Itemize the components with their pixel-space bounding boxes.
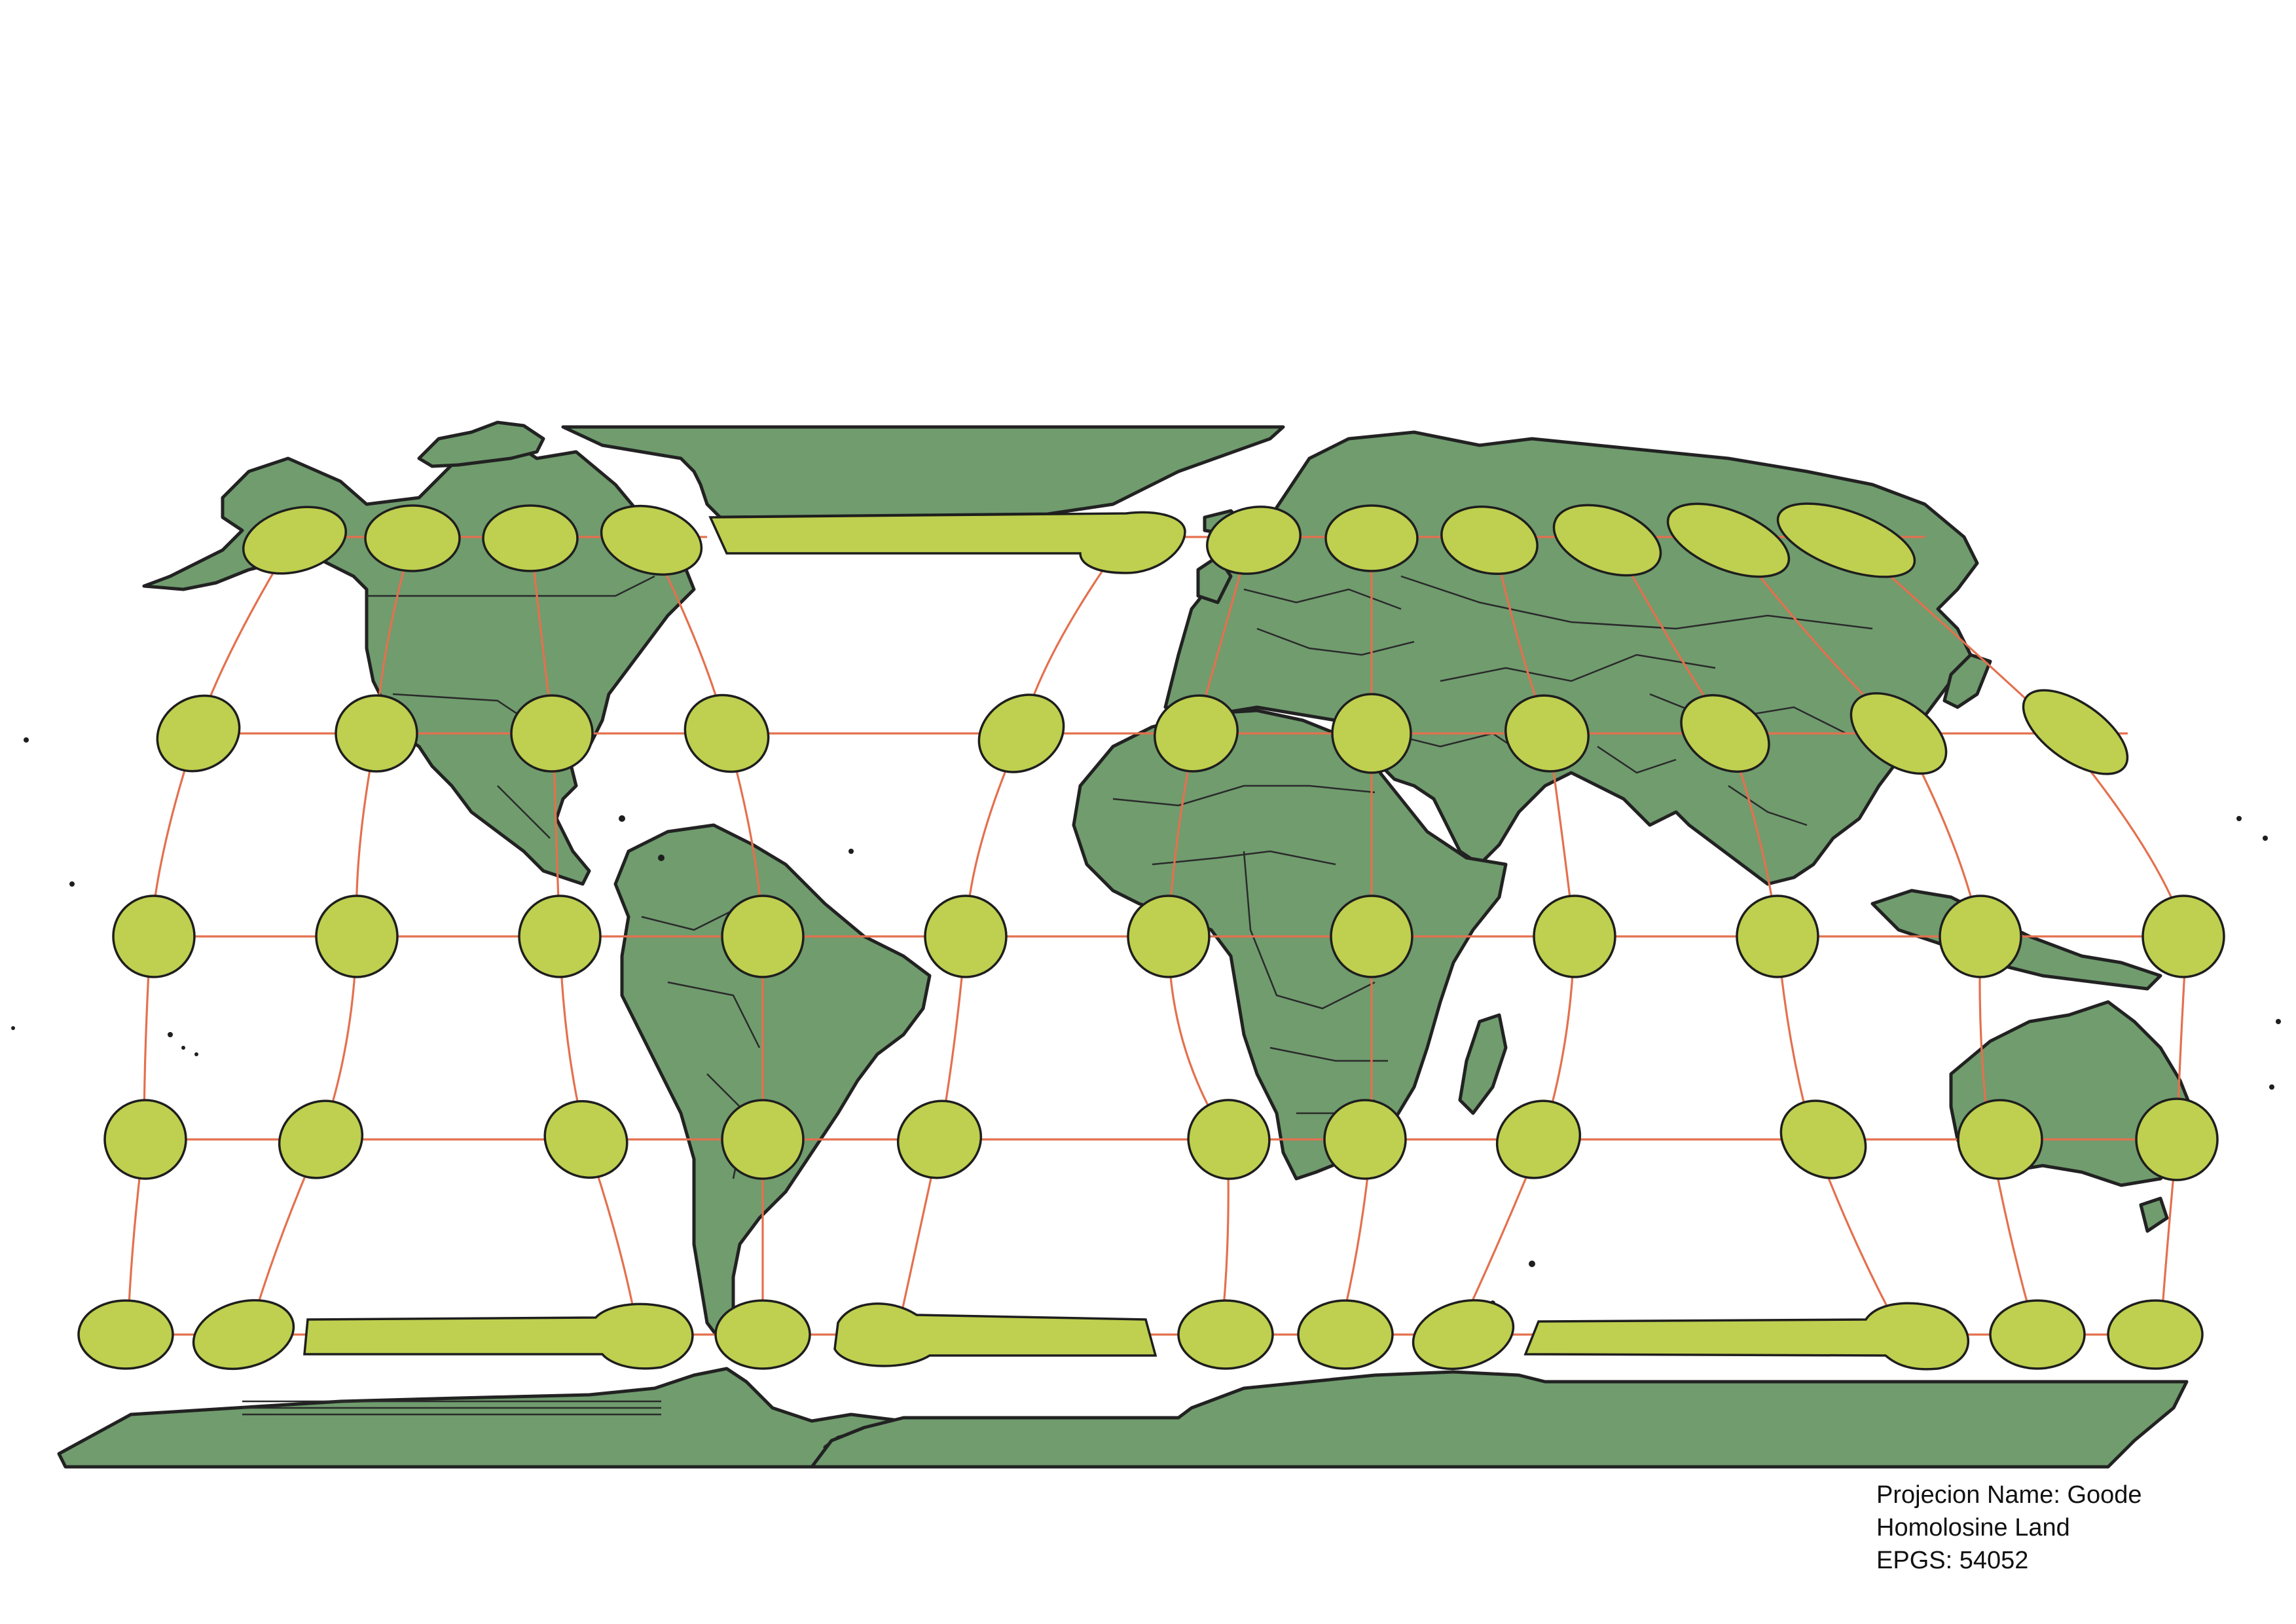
tissot-ellipse xyxy=(714,1299,811,1370)
tissot-ellipse xyxy=(1177,1299,1274,1370)
border-africa-3 xyxy=(1243,851,1376,1010)
land-madagascar xyxy=(1458,1013,1508,1115)
tissot-ellipse xyxy=(1850,692,1948,775)
land-antarctica-west xyxy=(57,1367,905,1469)
tissot-ellipse xyxy=(1324,504,1419,572)
tissot-ellipse xyxy=(156,694,241,773)
tissot-ellipse xyxy=(1297,1299,1394,1370)
tissot-ellipse xyxy=(600,504,703,576)
projection-legend: Projecion Name: Goode Homolosine Land EP… xyxy=(1876,1479,2142,1577)
legend-line-projection-type: Homolosine Land xyxy=(1876,1514,2070,1541)
island xyxy=(2236,816,2242,821)
tissot-ellipse xyxy=(112,895,196,978)
tissot-ellipse xyxy=(2022,689,2129,775)
tissot-ellipse xyxy=(721,895,805,978)
tissot-ellipse xyxy=(1989,1299,2086,1370)
tissot-ellipse xyxy=(518,895,602,978)
tissot-ellipse xyxy=(1666,502,1791,578)
tissot-ellipse-indian-band xyxy=(1523,1302,1969,1371)
tissot-ellipse xyxy=(77,1299,174,1370)
tissot-ellipse xyxy=(315,895,399,978)
border-africa-1 xyxy=(1112,784,1376,807)
tissot-ellipse xyxy=(1736,895,1819,978)
tissot-ellipse xyxy=(1323,1099,1407,1180)
tissot-ellipse-atlantic-band xyxy=(833,1302,1157,1367)
island xyxy=(181,1046,185,1050)
tissot-ellipse xyxy=(977,693,1065,773)
island xyxy=(69,881,75,887)
land-arctic-islands xyxy=(417,420,545,468)
tissot-ellipse xyxy=(192,1299,295,1371)
tissot-ellipse xyxy=(721,1099,805,1180)
tissot-ellipse xyxy=(1504,694,1590,773)
tissot-ellipse xyxy=(1331,693,1412,774)
tissot-ellipse xyxy=(510,694,594,773)
tissot-ellipse xyxy=(2135,1098,2219,1181)
antarctic-ice-line xyxy=(242,1400,661,1416)
island xyxy=(2276,1019,2281,1024)
tissot-ellipse xyxy=(1776,502,1916,578)
land-greenland xyxy=(561,425,1285,519)
border-india xyxy=(1597,745,1677,774)
land-new-zealand xyxy=(2139,1196,2169,1233)
tissot-ellipse xyxy=(1680,693,1770,773)
border-se-asia xyxy=(1728,784,1808,826)
tissot-ellipse xyxy=(482,504,579,572)
tissot-indicatrices xyxy=(77,502,2225,1371)
border-africa-4 xyxy=(1269,1046,1388,1062)
tissot-ellipse xyxy=(683,693,770,773)
land-south-america xyxy=(613,823,932,1357)
border-sa-2 xyxy=(667,981,761,1048)
border-central-asia xyxy=(1440,654,1716,682)
border-russia xyxy=(1400,575,1873,630)
island xyxy=(848,849,854,854)
island xyxy=(658,855,665,861)
tissot-ellipse xyxy=(1552,504,1662,577)
tissot-ellipse xyxy=(1187,1099,1271,1180)
tissot-ellipse xyxy=(1440,505,1539,576)
island xyxy=(2269,1084,2274,1090)
tissot-ellipse xyxy=(1779,1099,1867,1179)
border-canada-usa xyxy=(367,575,655,597)
island xyxy=(2263,836,2268,841)
island xyxy=(24,737,29,743)
land-japan xyxy=(1942,653,1992,709)
tissot-ellipse xyxy=(1154,694,1239,773)
tissot-ellipse xyxy=(1939,895,2022,978)
tissot-ellipse-greenland-band xyxy=(708,511,1186,574)
tissot-ellipse xyxy=(278,1099,364,1179)
tissot-ellipse xyxy=(103,1099,187,1180)
tissot-ellipse xyxy=(1957,1099,2043,1180)
tissot-ellipse xyxy=(364,504,461,572)
tissot-ellipse xyxy=(896,1099,983,1179)
border-europe-2 xyxy=(1256,627,1415,656)
island xyxy=(194,1052,198,1056)
tissot-ellipse xyxy=(1533,895,1616,978)
legend-line-projection-name: Projecion Name: Goode xyxy=(1876,1481,2142,1509)
tissot-ellipse xyxy=(2107,1299,2204,1370)
island xyxy=(11,1026,15,1030)
tissot-ellipse xyxy=(924,895,1008,978)
tissot-ellipse xyxy=(242,506,348,575)
border-central-america xyxy=(497,785,551,839)
tissot-ellipse xyxy=(1495,1099,1582,1179)
tissot-ellipse xyxy=(1127,895,1211,978)
island xyxy=(1529,1261,1535,1267)
tissot-ellipse xyxy=(543,1099,629,1179)
border-europe-1 xyxy=(1243,588,1402,610)
tissot-ellipse-pacific-band xyxy=(303,1302,694,1370)
legend-line-epsg-code: EPGS: 54052 xyxy=(1876,1547,2029,1574)
island xyxy=(168,1032,173,1037)
tissot-ellipse xyxy=(335,694,418,773)
land-antarctica-east xyxy=(810,1370,2189,1469)
tissot-ellipse xyxy=(1330,895,1413,978)
island xyxy=(619,815,625,822)
tissot-ellipse xyxy=(2141,895,2225,978)
tissot-ellipse xyxy=(1206,506,1302,575)
tissot-ellipse xyxy=(1412,1299,1515,1371)
